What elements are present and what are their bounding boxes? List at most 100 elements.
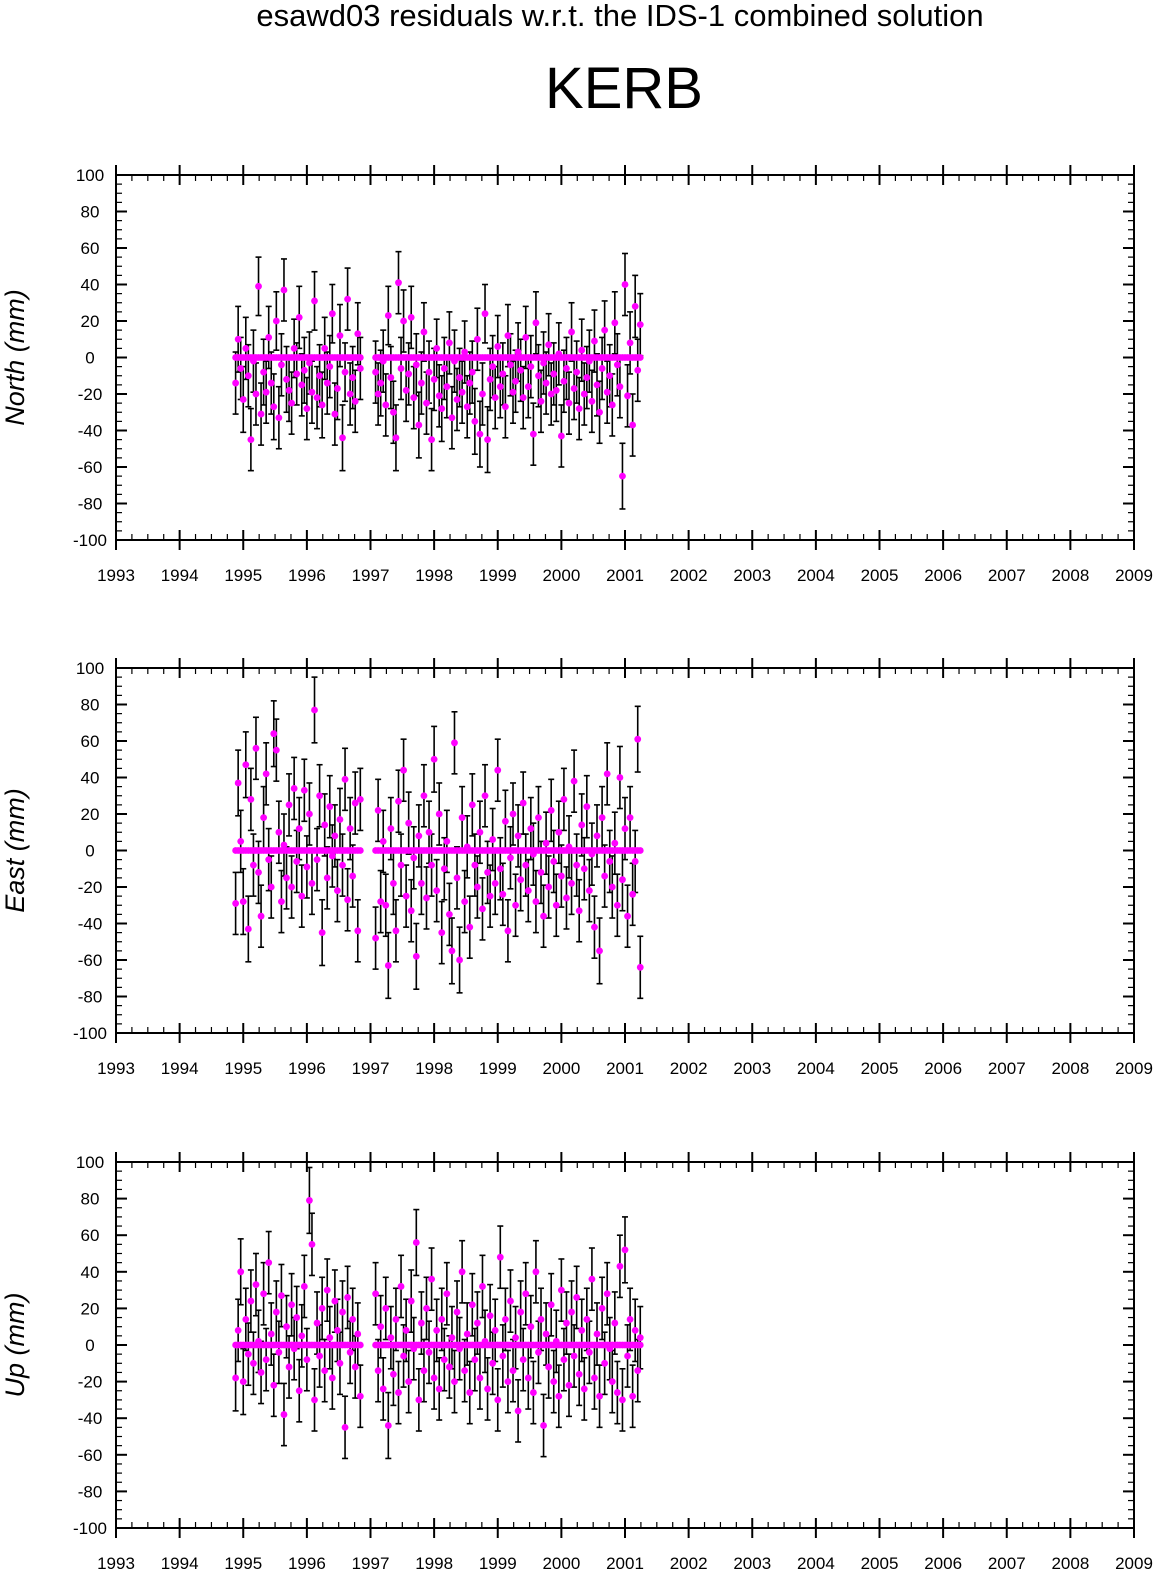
data-point bbox=[527, 363, 535, 371]
data-point bbox=[438, 929, 446, 937]
data-point bbox=[596, 947, 603, 955]
data-point bbox=[313, 856, 321, 864]
data-point bbox=[239, 898, 247, 905]
data-point bbox=[275, 1348, 283, 1356]
data-point bbox=[473, 1319, 481, 1327]
data-point bbox=[476, 430, 484, 438]
data-point bbox=[578, 821, 586, 829]
data-point bbox=[290, 785, 298, 792]
data-point bbox=[298, 1332, 306, 1340]
data-point bbox=[456, 956, 463, 964]
data-point bbox=[435, 392, 443, 400]
data-point bbox=[479, 905, 486, 913]
data-point bbox=[512, 377, 519, 385]
data-point bbox=[484, 436, 491, 444]
data-point bbox=[318, 1305, 326, 1312]
data-point bbox=[552, 901, 560, 909]
data-point bbox=[244, 1350, 252, 1358]
y-tick-label: -80 bbox=[78, 988, 103, 1007]
y-tick-label: 20 bbox=[81, 312, 100, 331]
data-point bbox=[232, 1374, 240, 1382]
data-point bbox=[445, 339, 453, 347]
data-point bbox=[349, 374, 357, 381]
data-point bbox=[529, 1389, 537, 1396]
data-point bbox=[575, 1370, 583, 1378]
data-point bbox=[522, 861, 530, 869]
data-point bbox=[555, 828, 563, 836]
data-point bbox=[585, 887, 593, 895]
data-point bbox=[351, 397, 359, 405]
x-tick-label: 1996 bbox=[288, 1059, 326, 1078]
y-tick-label: 0 bbox=[85, 349, 94, 368]
data-point bbox=[486, 1312, 494, 1320]
data-point bbox=[239, 1378, 247, 1385]
data-point bbox=[278, 1292, 285, 1299]
data-point bbox=[387, 374, 395, 381]
data-point bbox=[384, 312, 392, 319]
data-point bbox=[306, 1197, 313, 1204]
data-point bbox=[239, 396, 247, 403]
x-tick-label: 1995 bbox=[224, 566, 262, 585]
data-point bbox=[624, 1352, 631, 1360]
data-point bbox=[377, 898, 385, 905]
data-point bbox=[423, 1305, 430, 1312]
data-point bbox=[619, 876, 626, 884]
data-point bbox=[532, 1268, 540, 1276]
data-point bbox=[537, 1315, 545, 1323]
data-point bbox=[407, 1297, 415, 1305]
data-point bbox=[280, 1411, 288, 1418]
data-point bbox=[321, 821, 329, 829]
data-point bbox=[351, 1363, 359, 1371]
data-point bbox=[420, 328, 428, 336]
x-tick-label: 2000 bbox=[542, 1554, 580, 1573]
data-point bbox=[372, 368, 379, 376]
x-tick-label: 1993 bbox=[97, 566, 135, 585]
data-point bbox=[591, 1374, 598, 1382]
x-tick-label: 1995 bbox=[224, 1554, 262, 1573]
data-point bbox=[601, 872, 609, 880]
x-tick-label: 1997 bbox=[352, 1059, 390, 1078]
data-point bbox=[326, 1334, 334, 1342]
data-point bbox=[323, 874, 331, 882]
data-point bbox=[412, 361, 420, 369]
x-tick-label: 1998 bbox=[415, 1059, 453, 1078]
data-point bbox=[257, 410, 265, 418]
data-point bbox=[260, 814, 268, 822]
data-point bbox=[588, 397, 596, 405]
y-tick-label: -80 bbox=[78, 1482, 103, 1501]
y-tick-label: -20 bbox=[78, 878, 103, 897]
data-point bbox=[415, 832, 423, 840]
data-point bbox=[461, 898, 469, 905]
data-point bbox=[405, 1378, 413, 1385]
data-point bbox=[308, 1240, 316, 1248]
data-point bbox=[438, 1315, 446, 1323]
data-point bbox=[519, 799, 527, 807]
data-point bbox=[395, 797, 402, 805]
data-point bbox=[423, 399, 430, 407]
y-tick-label: 20 bbox=[81, 1299, 100, 1318]
x-tick-label: 1994 bbox=[161, 566, 199, 585]
data-point bbox=[237, 365, 245, 372]
data-point bbox=[260, 368, 268, 376]
data-point bbox=[384, 1422, 392, 1429]
data-point bbox=[280, 286, 288, 294]
data-point bbox=[636, 963, 644, 971]
data-point bbox=[321, 344, 329, 352]
data-point bbox=[509, 810, 517, 818]
data-point bbox=[471, 861, 479, 869]
x-tick-label: 1999 bbox=[479, 1059, 517, 1078]
data-point bbox=[568, 328, 575, 336]
x-tick-label: 2001 bbox=[606, 1554, 644, 1573]
data-point bbox=[570, 777, 578, 785]
data-point bbox=[611, 1319, 619, 1327]
data-point bbox=[479, 1283, 486, 1290]
data-point bbox=[387, 1334, 395, 1342]
data-point bbox=[634, 1367, 642, 1375]
x-tick-label: 1998 bbox=[415, 566, 453, 585]
data-point bbox=[278, 898, 285, 905]
data-point bbox=[418, 1319, 425, 1327]
data-point bbox=[316, 792, 323, 800]
data-point bbox=[316, 372, 323, 380]
data-point bbox=[591, 337, 598, 345]
